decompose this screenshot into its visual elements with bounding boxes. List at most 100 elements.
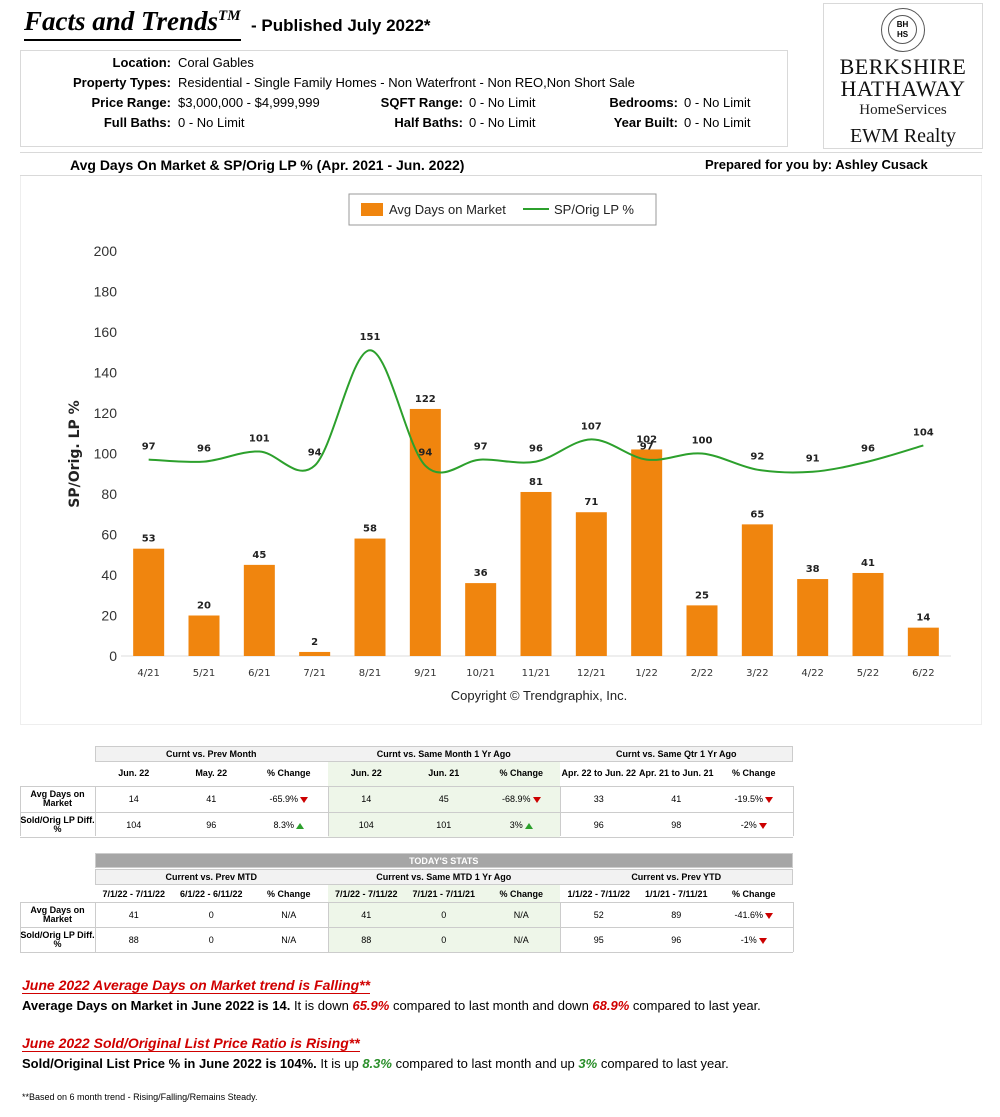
table-cell: -41.6% <box>715 910 793 920</box>
table-cell: 14 <box>128 794 139 804</box>
x-tick-label: 5/21 <box>193 668 215 679</box>
highlight-column <box>327 762 560 837</box>
table-cell: 96 <box>206 820 217 830</box>
property-types-value: Residential - Single Family Homes - Non … <box>178 75 635 90</box>
line-value-label: 94 <box>418 448 432 459</box>
x-tick-label: 5/22 <box>857 668 879 679</box>
bar <box>299 651 331 656</box>
bar-value-label: 20 <box>197 601 211 612</box>
row-label: Sold/Orig LP Diff. % <box>20 930 95 949</box>
y-tick-label: 40 <box>101 567 117 583</box>
legend-bar-label: Avg Days on Market <box>389 202 506 217</box>
legend-box <box>348 193 657 226</box>
bar-value-label: 25 <box>695 590 709 601</box>
line-value-label: 97 <box>474 442 488 453</box>
x-tick-label: 2/22 <box>691 668 713 679</box>
y-tick-label: 0 <box>109 648 117 664</box>
bar-value-label: 122 <box>415 394 436 405</box>
table-cell: -1% <box>715 935 793 945</box>
bar-value-label: 38 <box>806 564 820 575</box>
x-tick-label: 4/21 <box>137 668 159 679</box>
up-arrow-icon <box>296 822 304 829</box>
column-header: Apr. 21 to Jun. 21 <box>638 768 714 778</box>
column-header: % Change <box>499 768 543 778</box>
bar-value-label: 14 <box>916 613 930 624</box>
bar <box>907 627 939 656</box>
column-header: Jun. 21 <box>428 768 460 778</box>
column-header: Apr. 22 to Jun. 22 <box>561 768 637 778</box>
footnote: **Based on 6 month trend - Rising/Fallin… <box>22 1092 258 1102</box>
table-cell: 0 <box>208 910 214 920</box>
table-cell: 45 <box>438 794 449 804</box>
group-header-band <box>95 746 793 762</box>
row-divider <box>20 952 793 953</box>
line-value-label: 96 <box>861 444 875 455</box>
column-header: Jun. 22 <box>118 768 150 778</box>
property-types-label: Property Types: <box>72 75 171 90</box>
table-cell: 33 <box>593 794 604 804</box>
table-cell: 41 <box>671 794 682 804</box>
group-header: Current vs. Same MTD 1 Yr Ago <box>376 872 512 882</box>
table-cell: N/A <box>513 910 529 920</box>
chart-area: 0 20 40 60 80 100 120 140 160 180 200 SP/Orig. LP %… <box>20 176 982 725</box>
table-cell: -2% <box>715 820 793 830</box>
line-value-label: 107 <box>581 421 602 432</box>
table-cell: -19.5% <box>715 794 793 804</box>
seal-monogram: BH HS <box>888 15 917 44</box>
y-tick-label: 140 <box>94 365 118 381</box>
line-value-label: 101 <box>249 433 270 444</box>
table-cell: N/A <box>513 935 529 945</box>
row-divider <box>20 786 793 787</box>
row-label: Sold/Orig LP Diff. % <box>20 815 95 834</box>
table-cell: 89 <box>671 910 682 920</box>
bedrooms-value: 0 - No Limit <box>684 95 751 110</box>
column-header: Jun. 22 <box>350 768 382 778</box>
row-divider <box>20 837 793 838</box>
legend-line-label: SP/Orig LP % <box>554 202 634 217</box>
column-divider <box>327 786 329 836</box>
column-header: % Change <box>731 889 776 899</box>
bar-value-label: 65 <box>750 509 764 520</box>
half-baths-value: 0 - No Limit <box>469 115 536 130</box>
x-tick-label: 1/22 <box>635 668 657 679</box>
half-baths-label: Half Baths: <box>394 115 463 130</box>
full-baths-value: 0 - No Limit <box>178 115 245 130</box>
column-divider <box>327 902 329 952</box>
chart-title-bar: Avg Days On Market & SP/Orig LP % (Apr. … <box>20 152 982 176</box>
table-cell: N/A <box>281 910 297 920</box>
bar <box>575 512 607 656</box>
down-arrow-icon <box>758 937 767 944</box>
line-value-label: 100 <box>692 436 713 447</box>
table-cell: 0 <box>441 910 447 920</box>
table-cell: 95 <box>593 935 604 945</box>
column-header: 6/1/22 - 6/11/22 <box>179 889 243 899</box>
bar-value-label: 58 <box>363 524 377 535</box>
price-range-label: Price Range: <box>91 95 171 110</box>
line-value-label: 91 <box>806 454 820 465</box>
x-tick-label: 3/22 <box>746 668 768 679</box>
column-divider <box>20 786 21 836</box>
x-tick-label: 8/21 <box>359 668 381 679</box>
price-ratio-text: Sold/Original List Price % in June 2022 … <box>22 1056 729 1071</box>
bar <box>133 548 165 656</box>
column-divider <box>560 786 561 836</box>
legend-bar-swatch <box>361 203 383 216</box>
column-header: 1/1/21 - 7/11/21 <box>644 889 708 899</box>
table-cell: 0 <box>208 935 214 945</box>
column-divider <box>792 902 794 952</box>
bar-value-label: 2 <box>311 637 318 648</box>
y-tick-label: 100 <box>94 446 118 462</box>
line-value-label: 104 <box>913 427 934 438</box>
group-header: Curnt vs. Same Month 1 Yr Ago <box>376 749 511 759</box>
x-tick-label: 6/22 <box>912 668 934 679</box>
logo-line-2: HATHAWAY <box>840 76 966 101</box>
bar-value-label: 71 <box>584 497 598 508</box>
table-cell: 104 <box>126 820 142 830</box>
bar <box>465 583 497 656</box>
group-header-band <box>95 869 793 885</box>
sp-orig-lp-line <box>148 349 924 474</box>
sqft-label: SQFT Range: <box>380 95 463 110</box>
table-cell: 88 <box>128 935 139 945</box>
column-divider <box>20 902 21 952</box>
line-value-label: 96 <box>197 444 211 455</box>
